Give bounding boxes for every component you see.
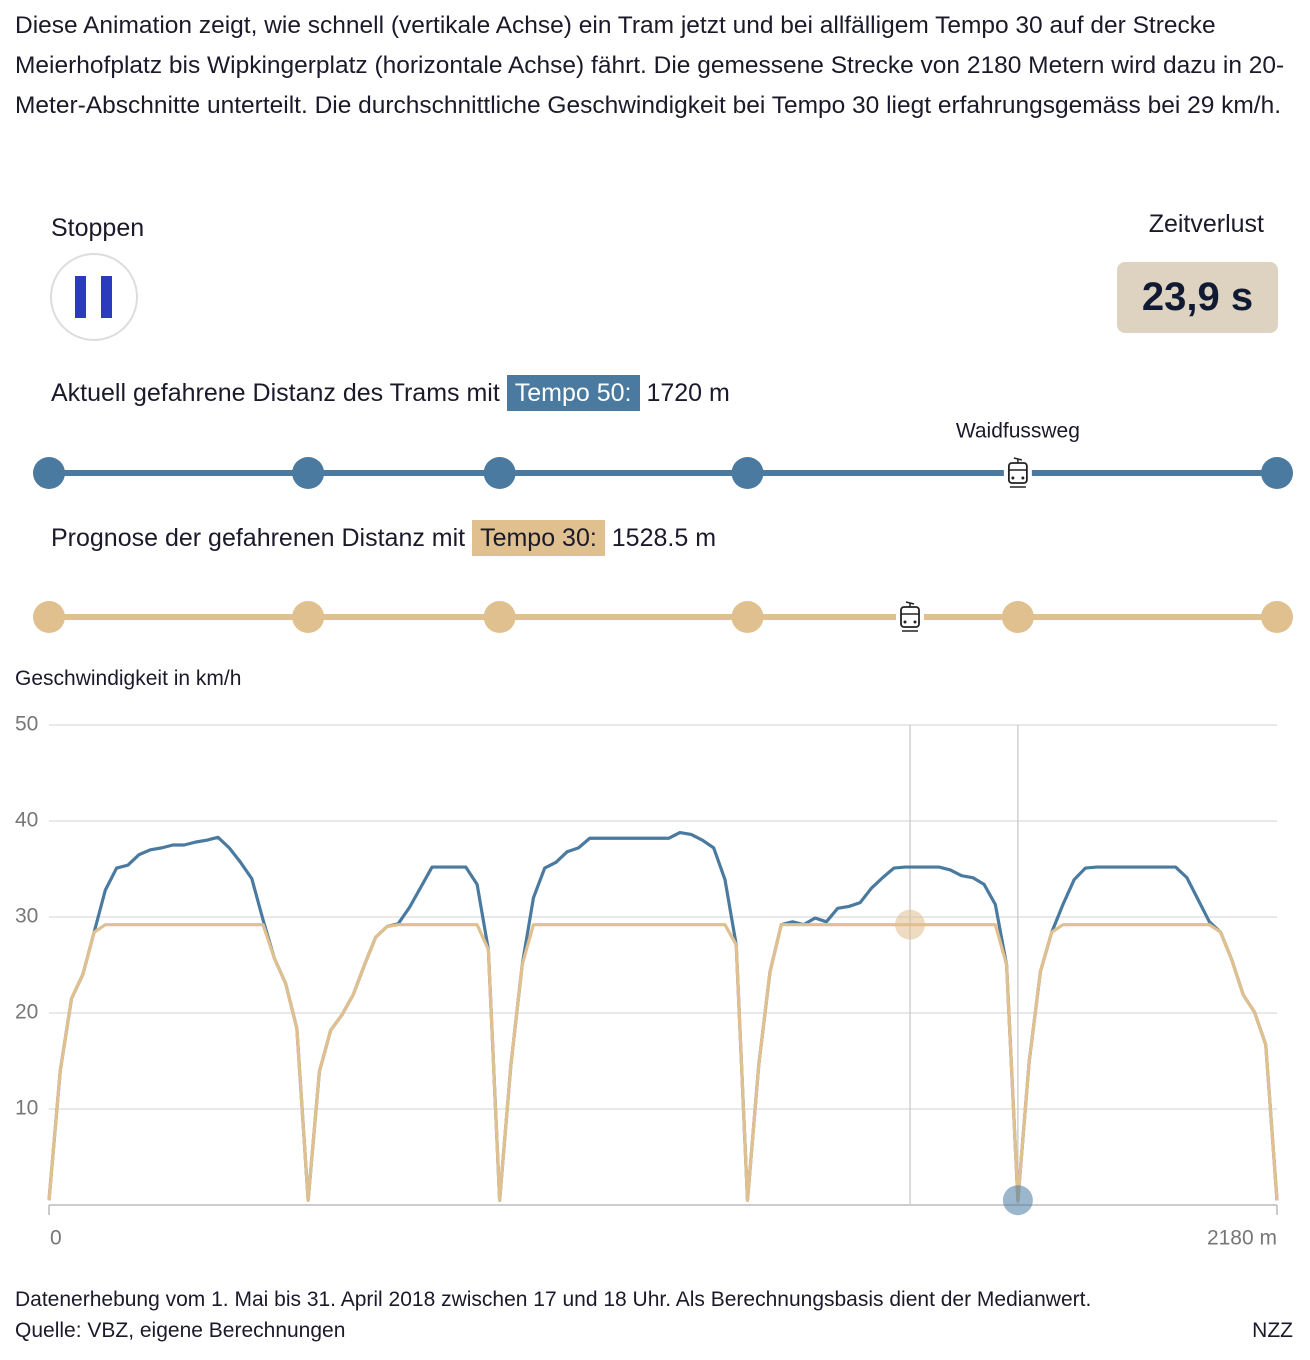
tram-light bbox=[1011, 476, 1015, 480]
track-caption: Prognose der gefahrenen Distanz mit bbox=[51, 524, 466, 552]
stop-dot bbox=[292, 457, 325, 489]
speed-line bbox=[47, 923, 1279, 1202]
y-axis-label: Geschwindigkeit in km/h bbox=[15, 667, 242, 690]
stop-dot bbox=[292, 601, 325, 633]
tram-light bbox=[903, 620, 907, 624]
pause-bar bbox=[101, 276, 112, 318]
y-tick-label: 50 bbox=[15, 713, 38, 736]
stop-dot bbox=[1261, 457, 1293, 489]
y-tick-label: 30 bbox=[15, 905, 38, 928]
footer-note: Datenerhebung vom 1. Mai bis 31. April 2… bbox=[15, 1288, 1092, 1311]
stop-dot bbox=[731, 601, 764, 633]
stop-dot bbox=[1001, 601, 1034, 633]
tram-light bbox=[913, 620, 917, 624]
stop-dot bbox=[1261, 601, 1293, 633]
x-tick-label: 2180 m bbox=[1207, 1227, 1277, 1250]
intro-text: Diese Animation zeigt, wie schnell (vert… bbox=[15, 12, 1285, 119]
stop-dot bbox=[483, 457, 516, 489]
y-tick-label: 20 bbox=[15, 1001, 38, 1024]
footer-brand: NZZ bbox=[1252, 1319, 1293, 1342]
track-caption-row: Aktuell gefahrene Distanz des Trams mit … bbox=[51, 375, 730, 411]
stop-dot bbox=[483, 601, 516, 633]
track-distance: 1528.5 m bbox=[611, 524, 717, 552]
track-distance: 1720 m bbox=[646, 379, 730, 407]
stop-label: Waidfussweg bbox=[956, 420, 1080, 443]
footer-source: Quelle: VBZ, eigene Berechnungen bbox=[15, 1319, 346, 1342]
stop-dot bbox=[731, 457, 764, 489]
track-tag: Tempo 30: bbox=[472, 520, 605, 556]
loss-label: Zeitverlust bbox=[1148, 210, 1264, 238]
pause-button[interactable] bbox=[50, 253, 138, 341]
track-caption-row: Prognose der gefahrenen Distanz mit Temp… bbox=[51, 520, 716, 556]
tram-icon bbox=[896, 599, 925, 635]
track-caption: Aktuell gefahrene Distanz des Trams mit bbox=[51, 379, 500, 407]
y-tick-label: 10 bbox=[15, 1097, 38, 1120]
speed-line bbox=[47, 830, 1279, 1202]
pause-bar bbox=[75, 276, 86, 318]
tram-icon bbox=[1003, 455, 1032, 491]
position-marker bbox=[895, 909, 926, 940]
loss-value: 23,9 s bbox=[1117, 262, 1278, 333]
stop-dot bbox=[33, 457, 65, 489]
tram-light bbox=[1021, 476, 1025, 480]
y-tick-label: 40 bbox=[15, 809, 38, 832]
x-tick-label: 0 bbox=[50, 1227, 62, 1250]
track-tag: Tempo 50: bbox=[506, 375, 640, 411]
position-marker bbox=[1002, 1185, 1033, 1216]
button-label: Stoppen bbox=[51, 214, 145, 242]
stop-dot bbox=[33, 601, 65, 633]
